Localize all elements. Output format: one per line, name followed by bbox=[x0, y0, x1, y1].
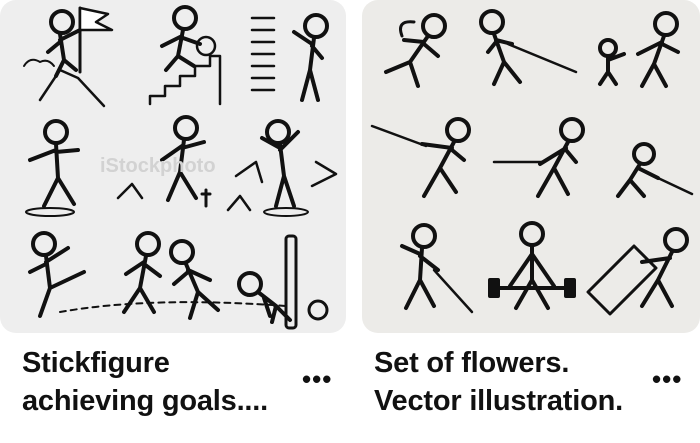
result-caption[interactable]: Set of flowers. Vector illustration. bbox=[374, 344, 623, 420]
caption-line-1: Set of flowers. bbox=[374, 347, 570, 379]
caption-line-1: Stickfigure bbox=[22, 347, 170, 379]
caption-line-2: achieving goals.... bbox=[22, 385, 268, 417]
watermark: iStockphoto bbox=[100, 155, 216, 177]
result-thumbnail[interactable] bbox=[362, 0, 700, 333]
stickfigure-goals-illustration: iStockphoto bbox=[23, 5, 338, 330]
result-caption[interactable]: Stickfigure achieving goals.... bbox=[22, 344, 268, 420]
more-options-button[interactable]: ••• bbox=[302, 364, 333, 394]
caption-line-2: Vector illustration. bbox=[374, 385, 623, 417]
more-options-button[interactable]: ••• bbox=[652, 364, 683, 394]
result-thumbnail[interactable]: iStockphoto bbox=[0, 0, 346, 333]
stickfigure-pulling-illustration bbox=[370, 9, 694, 316]
